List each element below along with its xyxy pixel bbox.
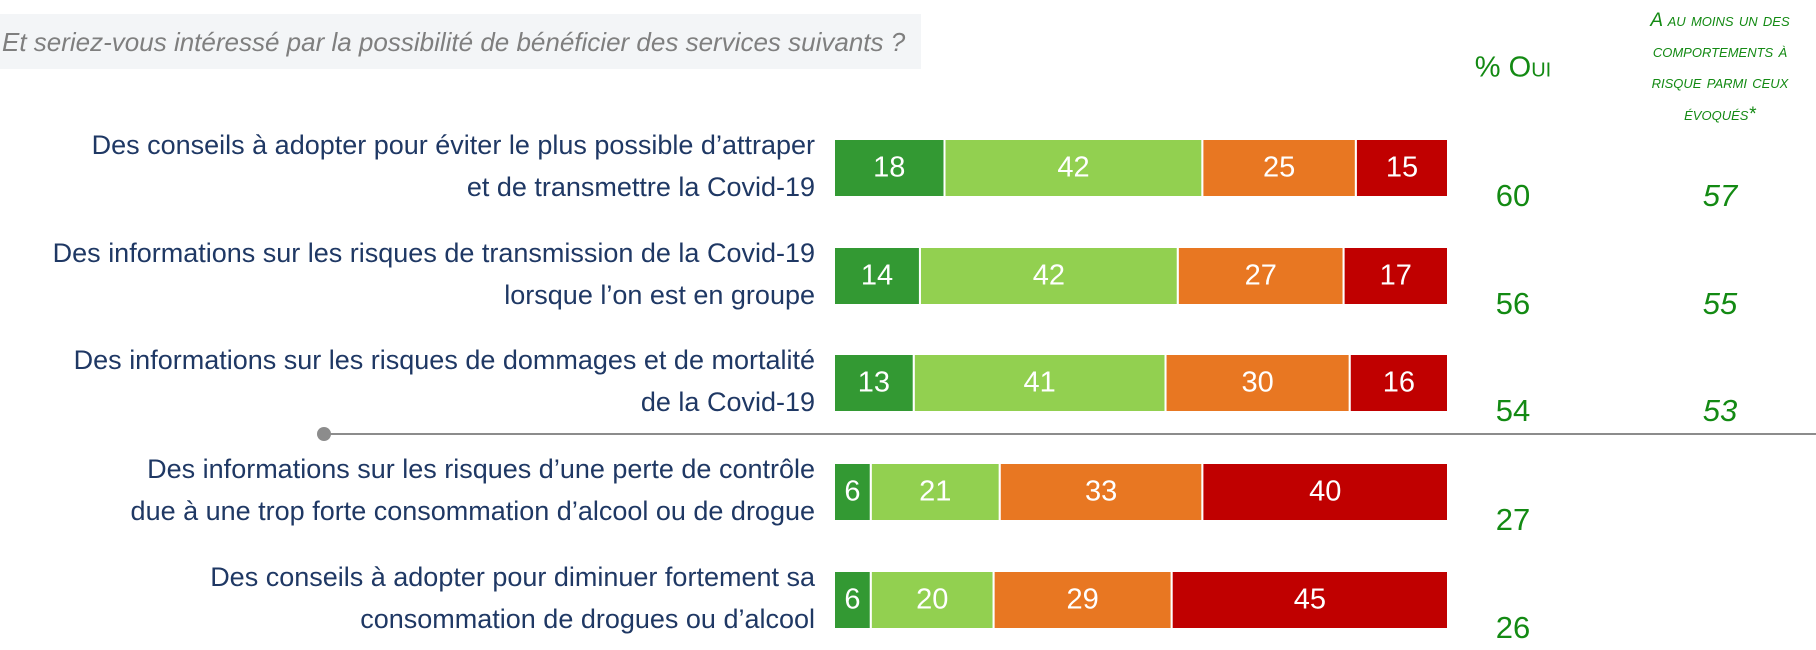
data-label: 27 [1245, 260, 1277, 292]
category-label: et de transmettre la Covid-19 [467, 172, 815, 202]
bar-segment [1354, 138, 1450, 198]
category-label: consommation de drogues ou d’alcool [360, 604, 815, 634]
data-label: 42 [1033, 260, 1065, 292]
column-header: risque parmi ceux [1652, 72, 1790, 93]
separator-dot [317, 427, 331, 441]
bar-segment [833, 462, 872, 522]
data-label: 42 [1057, 152, 1089, 184]
data-label: 40 [1309, 476, 1341, 508]
category-label: de la Covid-19 [641, 387, 815, 417]
bar-segment [1164, 353, 1351, 413]
bar-segment [869, 570, 995, 630]
data-label: 13 [858, 367, 890, 399]
data-label: 6 [844, 476, 860, 508]
bar-segment [869, 462, 1001, 522]
data-label: 16 [1383, 367, 1415, 399]
column-header: comportements à [1653, 41, 1788, 62]
category-label: Des informations sur les risques de domm… [74, 345, 815, 375]
data-label: 21 [919, 476, 951, 508]
data-label: 30 [1242, 367, 1274, 399]
bar-segment [1201, 138, 1357, 198]
data-label: 18 [873, 152, 905, 184]
bar-segment [1201, 462, 1450, 522]
bar-segment [1342, 246, 1449, 306]
bar-segment [918, 246, 1179, 306]
subtitle: Et seriez-vous intéressé par la possibil… [2, 27, 906, 57]
category-label: Des conseils à adopter pour éviter le pl… [92, 130, 815, 160]
data-label: 25 [1263, 152, 1295, 184]
bar-segment [912, 353, 1167, 413]
column-value: 56 [1496, 286, 1530, 321]
category-label: due à une trop forte consommation d’alco… [131, 496, 815, 526]
column-value: 54 [1496, 393, 1530, 428]
data-label: 6 [844, 584, 860, 616]
category-label: lorsque l’on est en groupe [504, 280, 815, 310]
bar-segment [943, 138, 1204, 198]
category-label: Des conseils à adopter pour diminuer for… [210, 562, 816, 592]
column-value: 60 [1496, 178, 1530, 213]
column-value: 55 [1703, 286, 1738, 321]
column-value: 26 [1496, 610, 1530, 645]
data-label: 20 [916, 584, 948, 616]
data-label: 15 [1386, 152, 1418, 184]
category-label: Des informations sur les risques de tran… [53, 238, 815, 268]
column-value: 27 [1496, 502, 1530, 537]
bar-segment [1348, 353, 1450, 413]
column-header: % Oui [1475, 52, 1551, 84]
data-label: 29 [1067, 584, 1099, 616]
column-value: 57 [1703, 178, 1739, 213]
subtitle-box [0, 14, 921, 69]
category-label: Des informations sur les risques d’une p… [147, 454, 815, 484]
bar-segment [992, 570, 1173, 630]
bar-segment [833, 138, 946, 198]
data-label: 45 [1294, 584, 1326, 616]
data-label: 14 [861, 260, 893, 292]
data-label: 33 [1085, 476, 1117, 508]
data-label: 41 [1024, 367, 1056, 399]
data-label: 17 [1380, 260, 1412, 292]
column-header: évoqués* [1684, 104, 1756, 125]
column-value: 53 [1703, 393, 1737, 428]
column-header: A au moins un des [1649, 10, 1790, 31]
bar-segment [1170, 570, 1449, 630]
